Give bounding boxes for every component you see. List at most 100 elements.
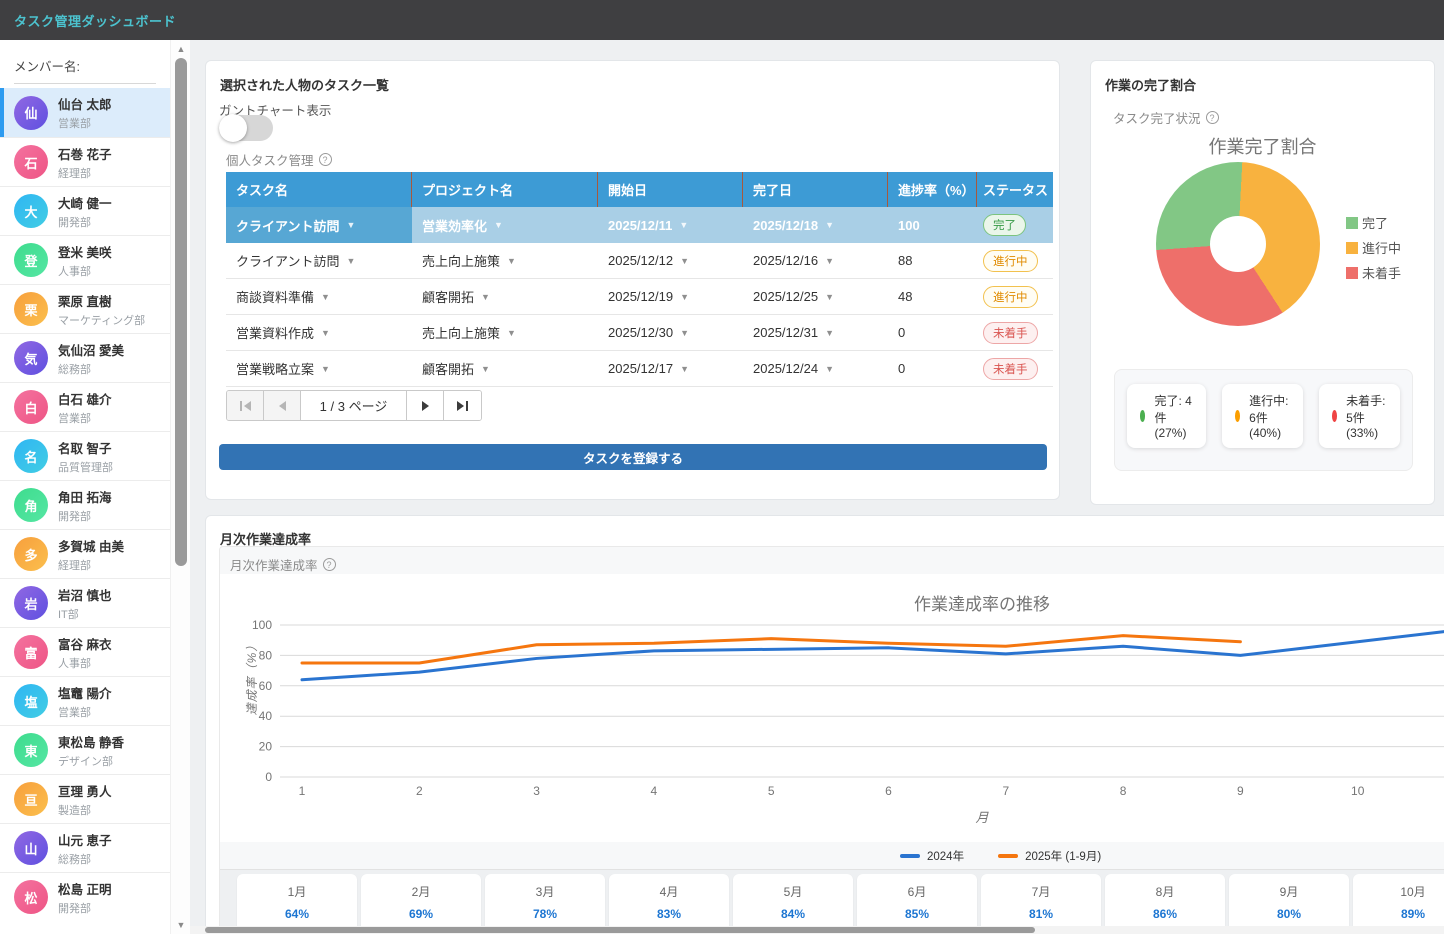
member-row[interactable]: 栗 栗原 直樹 マーケティング部 (0, 284, 170, 333)
caret-down-icon: ▼ (481, 363, 490, 374)
task-row[interactable]: 商談資料準備 ▼ 顧客開拓 ▼ 2025/12/19 ▼ 2025/12/25 ▼ 48… (226, 279, 1053, 315)
monthly-panel-title: 月次作業達成率 (220, 532, 312, 547)
cell-task-name[interactable]: クライアント訪問 ▼ (226, 207, 412, 243)
cell-task-name[interactable]: 営業戦略立案 ▼ (226, 351, 412, 386)
cell-end-date[interactable]: 2025/12/24 ▼ (743, 351, 888, 386)
cell-progress[interactable]: 48 (888, 279, 977, 314)
month-label: 10月 (1400, 885, 1426, 899)
monthly-subtitle-text: 月次作業達成率 (230, 559, 318, 573)
cell-end-date[interactable]: 2025/12/18 ▼ (743, 207, 888, 243)
summary-label: 完了: 4件 (27%) (1154, 394, 1192, 440)
month-card: 6月 85% 88% (857, 874, 977, 934)
cell-progress[interactable]: 88 (888, 243, 977, 278)
member-row[interactable]: 松 松島 正明 開発部 (0, 872, 170, 921)
legend-item: 進行中 (1346, 238, 1401, 257)
cell-progress[interactable]: 0 (888, 351, 977, 386)
cell-progress[interactable]: 0 (888, 315, 977, 350)
column-header-start: 開始日 (598, 172, 743, 207)
member-row[interactable]: 石 石巻 花子 経理部 (0, 137, 170, 186)
page-first-button[interactable] (227, 391, 264, 420)
cell-project[interactable]: 顧客開拓 ▼ (412, 351, 598, 386)
cell-project[interactable]: 売上向上施策 ▼ (412, 243, 598, 278)
cell-project[interactable]: 営業効率化 ▼ (412, 207, 598, 243)
task-row[interactable]: 営業戦略立案 ▼ 顧客開拓 ▼ 2025/12/17 ▼ 2025/12/24 ▼ 0 … (226, 351, 1053, 387)
cell-task-name[interactable]: 商談資料準備 ▼ (226, 279, 412, 314)
task-row[interactable]: クライアント訪問 ▼ 売上向上施策 ▼ 2025/12/12 ▼ 2025/12/16… (226, 243, 1053, 279)
help-icon[interactable]: ? (318, 153, 332, 166)
member-row[interactable]: 大 大崎 健一 開発部 (0, 186, 170, 235)
project-text: 営業効率化 (422, 218, 488, 234)
member-row[interactable]: 気 気仙沼 愛美 総務部 (0, 333, 170, 382)
page-next-button[interactable] (407, 391, 444, 420)
cell-task-name[interactable]: 営業資料作成 ▼ (226, 315, 412, 350)
cell-start-date[interactable]: 2025/12/17 ▼ (598, 351, 743, 386)
member-row[interactable]: 名 名取 智子 品質管理部 (0, 431, 170, 480)
member-row[interactable]: 東 東松島 静香 デザイン部 (0, 725, 170, 774)
member-row[interactable]: 仙 仙台 太郎 営業部 (0, 88, 170, 137)
cell-start-date[interactable]: 2025/12/11 ▼ (598, 207, 743, 243)
project-text: 売上向上施策 (422, 326, 501, 341)
avatar: 岩 (14, 586, 48, 620)
month-value-2024: 85% (904, 907, 930, 921)
member-row[interactable]: 多 多賀城 由美 経理部 (0, 529, 170, 578)
avatar: 仙 (14, 95, 48, 130)
legend-label: 2024年 (927, 850, 965, 863)
member-row[interactable]: 亘 亘理 勇人 製造部 (0, 774, 170, 823)
start-date-text: 2025/12/12 (608, 253, 674, 268)
cell-start-date[interactable]: 2025/12/19 ▼ (598, 279, 743, 314)
cell-task-name[interactable]: クライアント訪問 ▼ (226, 243, 412, 278)
start-date-text: 2025/12/19 (608, 289, 674, 304)
summary-dot-icon (1332, 410, 1338, 422)
gantt-toggle[interactable] (219, 114, 273, 142)
legend-swatch (1346, 216, 1358, 229)
member-row[interactable]: 白 白石 雄介 営業部 (0, 382, 170, 431)
scroll-up-icon[interactable]: ▲ (176, 44, 186, 54)
member-dept: 品質管理部 (58, 461, 113, 474)
cell-progress[interactable]: 100 (888, 207, 977, 243)
task-row[interactable]: 営業資料作成 ▼ 売上向上施策 ▼ 2025/12/30 ▼ 2025/12/31 ▼ … (226, 315, 1053, 351)
summary-badge: 進行中: 6件 (40%) (1222, 384, 1303, 448)
member-dept: 営業部 (58, 118, 91, 130)
avatar: 石 (14, 145, 48, 179)
svg-text:6: 6 (885, 784, 892, 798)
avatar: 富 (14, 635, 48, 669)
member-row[interactable]: 角 角田 拓海 開発部 (0, 480, 170, 529)
member-dept: 総務部 (58, 363, 91, 376)
scroll-down-icon[interactable]: ▼ (176, 920, 186, 930)
page-last-button[interactable] (444, 391, 481, 420)
svg-text:100: 100 (252, 618, 272, 632)
member-row[interactable]: 岩 岩沼 慎也 IT部 (0, 578, 170, 627)
cell-end-date[interactable]: 2025/12/31 ▼ (743, 315, 888, 350)
scrollbar-thumb[interactable] (175, 58, 187, 566)
member-row[interactable]: 山 山元 恵子 総務部 (0, 823, 170, 872)
cell-project[interactable]: 売上向上施策 ▼ (412, 315, 598, 350)
legend-item: 未着手 (1346, 263, 1401, 282)
page-prev-button[interactable] (264, 391, 301, 420)
h-scrollbar-thumb[interactable] (205, 927, 1035, 933)
help-icon[interactable]: ? (322, 558, 336, 571)
cell-end-date[interactable]: 2025/12/16 ▼ (743, 243, 888, 278)
cell-start-date[interactable]: 2025/12/30 ▼ (598, 315, 743, 350)
cell-project[interactable]: 顧客開拓 ▼ (412, 279, 598, 314)
member-row[interactable]: 登 登米 美咲 人事部 (0, 235, 170, 284)
member-info: 富谷 麻衣 人事部 (58, 634, 111, 671)
cell-end-date[interactable]: 2025/12/25 ▼ (743, 279, 888, 314)
legend-swatch (1346, 266, 1358, 279)
register-task-button[interactable]: タスクを登録する (219, 444, 1047, 470)
member-row[interactable]: 富 富谷 麻衣 人事部 (0, 627, 170, 676)
sidebar-scrollbar[interactable]: ▲ ▼ (170, 40, 190, 934)
task-row[interactable]: クライアント訪問 ▼ 営業効率化 ▼ 2025/12/11 ▼ 2025/12/18 ▼… (226, 207, 1053, 243)
member-row[interactable]: 塩 塩竈 陽介 営業部 (0, 676, 170, 725)
avatar: 登 (14, 243, 48, 277)
legend-label: 2025年 (1-9月) (1025, 850, 1102, 863)
member-info: 岩沼 慎也 IT部 (58, 585, 111, 622)
avatar: 松 (14, 880, 48, 914)
status-summary: 完了: 4件 (27%) 進行中: 6件 (40%) 未着手: 5件 (33%) (1114, 369, 1413, 471)
help-icon[interactable]: ? (1205, 111, 1219, 124)
caret-down-icon: ▼ (680, 255, 689, 266)
cell-start-date[interactable]: 2025/12/12 ▼ (598, 243, 743, 278)
pie-panel: 作業の完了割合 タスク完了状況 ? 作業完了割合 完了 進行中 未着手 (1090, 60, 1435, 505)
month-value-2024: 64% (284, 907, 310, 921)
h-scrollbar[interactable] (190, 926, 1444, 934)
caret-down-icon: ▼ (680, 363, 689, 374)
